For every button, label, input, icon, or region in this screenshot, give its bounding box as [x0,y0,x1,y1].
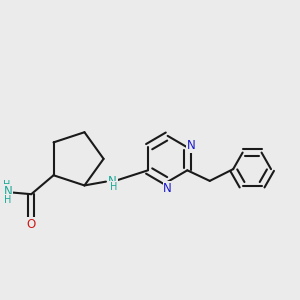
Text: N: N [108,176,117,188]
Text: N: N [186,140,195,152]
Text: O: O [27,218,36,231]
Text: N: N [163,182,172,195]
Text: H: H [4,195,12,205]
Text: H: H [3,180,10,190]
Text: H: H [110,182,117,192]
Text: N: N [4,185,12,198]
